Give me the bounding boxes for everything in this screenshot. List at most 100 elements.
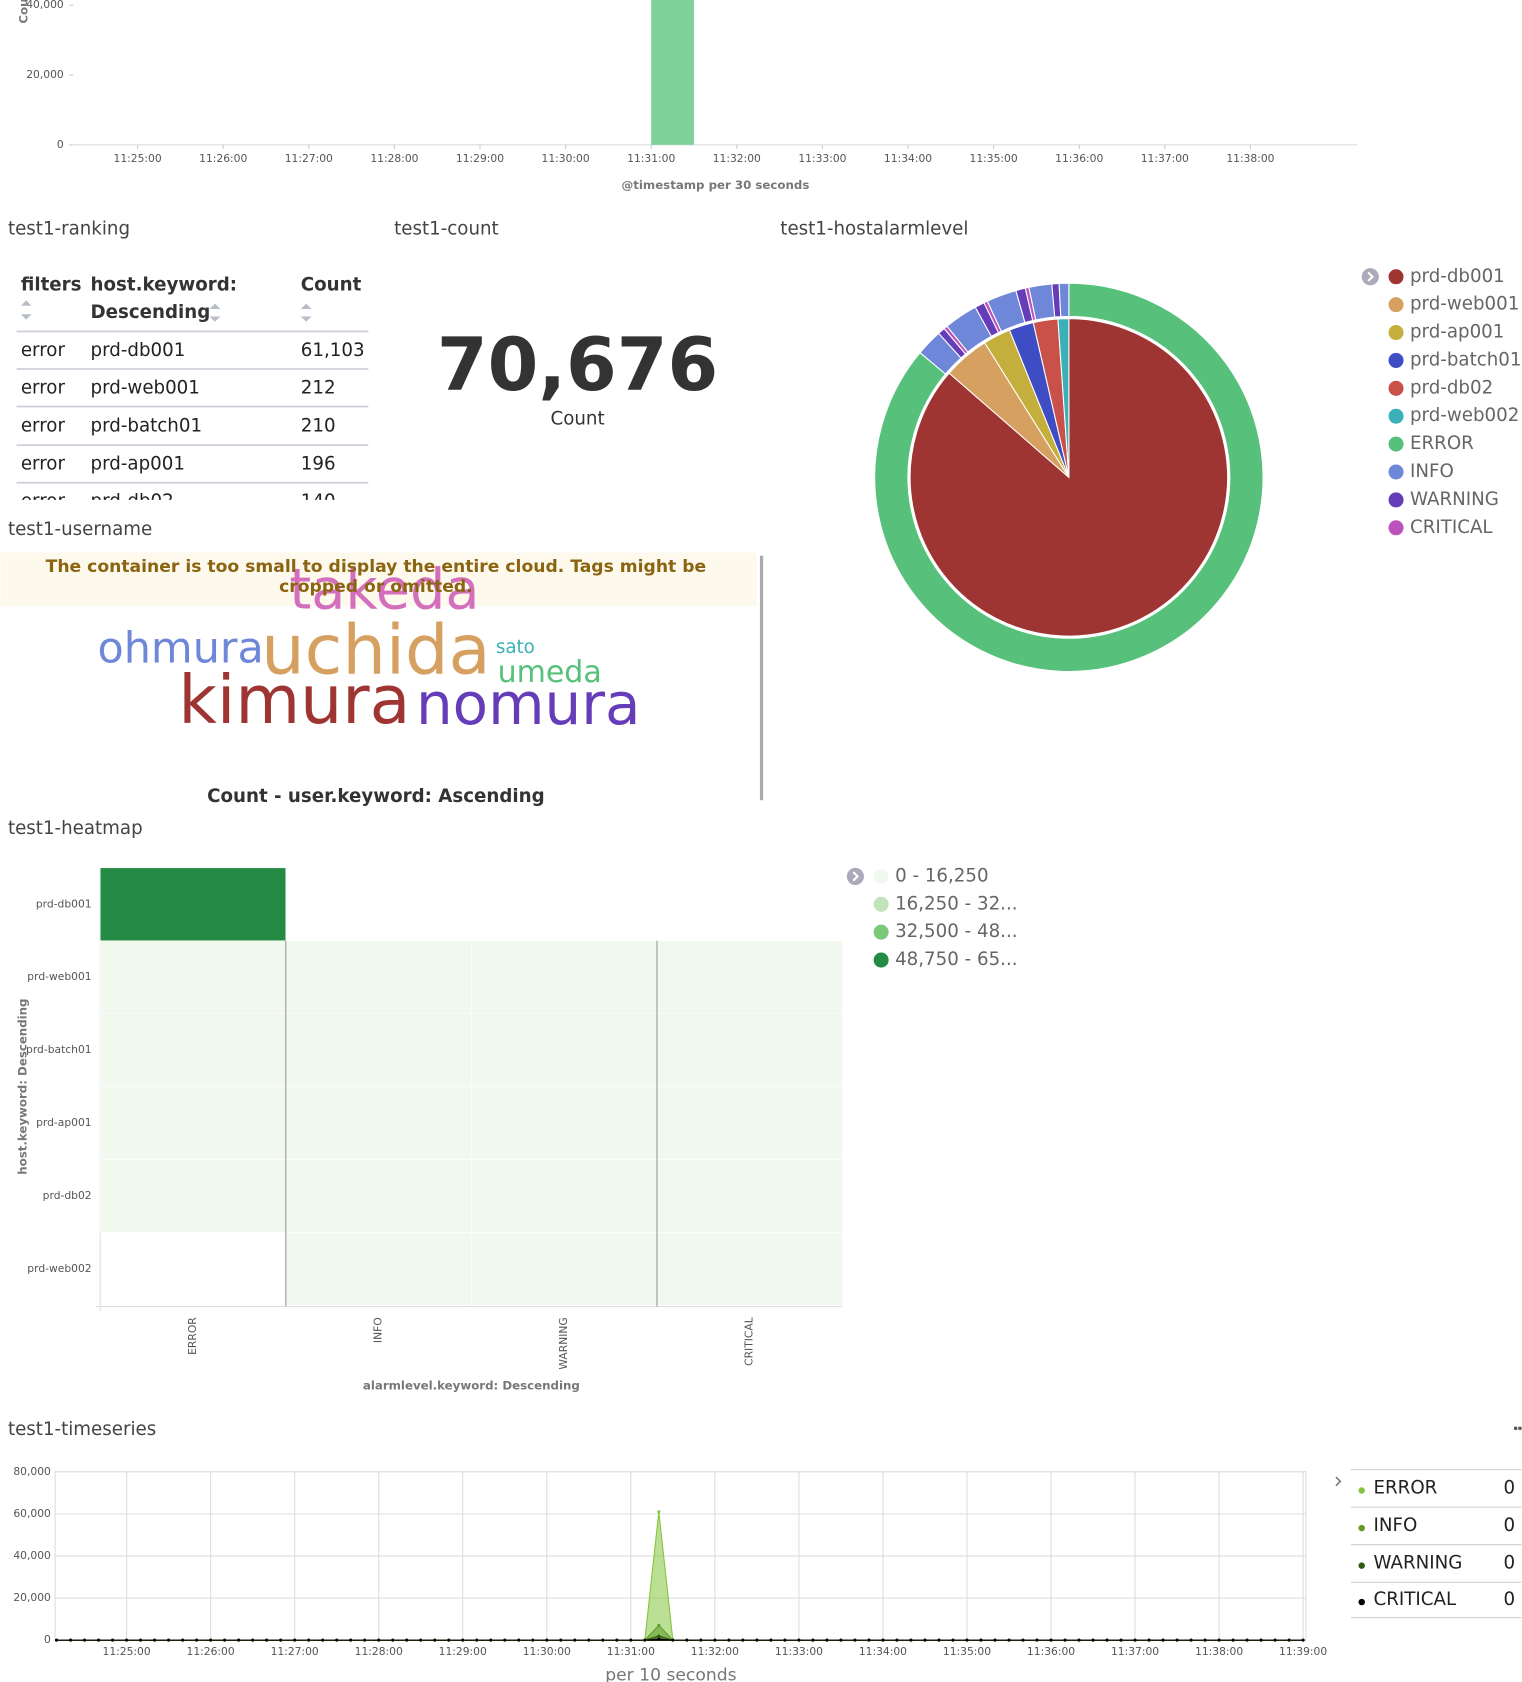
y-tick-label: prd-web001 <box>27 970 91 983</box>
tag-word[interactable]: ohmura <box>98 624 264 674</box>
legend-toggle[interactable] <box>1361 268 1379 286</box>
legend-label[interactable]: prd-web002 <box>1410 405 1519 426</box>
table-header[interactable]: Descending <box>91 302 211 323</box>
legend-label[interactable]: prd-ap001 <box>1410 322 1504 343</box>
x-tick-label: 11:31:00 <box>627 152 675 165</box>
y-tick-label: prd-web002 <box>27 1262 91 1275</box>
table-cell: 196 <box>301 453 336 474</box>
tag-word[interactable]: sato <box>496 637 535 658</box>
legend-label[interactable]: prd-batch01 <box>1410 349 1522 370</box>
sort-icon[interactable] <box>20 300 32 320</box>
menu-dot[interactable] <box>1514 1426 1518 1430</box>
warning-bg <box>0 552 757 607</box>
tag-word[interactable]: umeda <box>498 655 602 690</box>
legend-label[interactable]: prd-db02 <box>1410 377 1493 398</box>
heat-cell <box>99 1159 287 1233</box>
heat-cell <box>471 1232 658 1306</box>
y-tick-label: prd-batch01 <box>26 1043 92 1056</box>
point <box>741 1638 745 1642</box>
point <box>1273 1638 1277 1642</box>
point <box>643 1638 647 1642</box>
legend-label[interactable]: prd-db001 <box>1410 266 1505 287</box>
sort-icon[interactable] <box>209 303 221 322</box>
point <box>587 1638 591 1642</box>
x-tick-label: 11:26:00 <box>199 152 247 165</box>
legend-swatch <box>1388 408 1404 424</box>
table-header[interactable]: filters <box>21 274 82 295</box>
point <box>1119 1638 1123 1642</box>
panel-title: test1-username <box>8 519 152 540</box>
x-tick-label: CRITICAL <box>743 1317 756 1366</box>
legend-label[interactable]: CRITICAL <box>1410 517 1493 538</box>
y-tick-label: 20,000 <box>13 1591 51 1604</box>
point <box>783 1638 787 1642</box>
point <box>811 1638 815 1642</box>
legend-toggle[interactable] <box>846 867 864 885</box>
point <box>657 1637 661 1641</box>
point <box>629 1638 633 1642</box>
x-tick-label: 11:28:00 <box>355 1645 403 1658</box>
tag-word[interactable]: takeda <box>289 557 479 622</box>
table-cell: 210 <box>301 416 336 437</box>
legend-label[interactable]: ERROR <box>1374 1477 1438 1498</box>
point <box>1035 1638 1039 1642</box>
scrollbar[interactable] <box>759 555 764 801</box>
warning-box: The container is too small to display th… <box>46 556 707 597</box>
point <box>881 1638 885 1642</box>
heat-cell <box>471 1159 658 1233</box>
y-tick-label: prd-db001 <box>36 897 92 910</box>
x-tick-label: 11:34:00 <box>884 152 932 165</box>
heat-cell <box>99 867 287 942</box>
heat-cell <box>285 940 472 1014</box>
point <box>937 1638 941 1642</box>
point <box>475 1638 479 1642</box>
y-tick-label: 0 <box>44 1633 51 1646</box>
menu-dot[interactable] <box>1518 1426 1522 1430</box>
tag-word[interactable]: kimura <box>178 661 410 739</box>
point <box>573 1638 577 1642</box>
point <box>377 1638 381 1642</box>
legend-label[interactable]: 0 - 16,250 <box>895 865 989 886</box>
x-tick-label: 11:31:00 <box>607 1645 655 1658</box>
legend-label[interactable]: prd-web001 <box>1410 294 1519 315</box>
legend-label[interactable]: 32,500 - 48... <box>895 921 1017 942</box>
panel-title: test1-timeseries <box>8 1419 156 1440</box>
legend-swatch <box>1388 269 1404 285</box>
point <box>1133 1638 1137 1642</box>
heat-cell <box>656 1159 843 1233</box>
legend-label[interactable]: 48,750 - 65... <box>895 949 1017 970</box>
legend-label[interactable]: WARNING <box>1374 1552 1463 1573</box>
point <box>447 1638 451 1642</box>
legend-label[interactable]: CRITICAL <box>1374 1589 1457 1610</box>
point <box>1189 1638 1193 1642</box>
point <box>1063 1638 1067 1642</box>
point <box>713 1638 717 1642</box>
table-header[interactable]: Count <box>301 274 362 295</box>
legend-toggle[interactable] <box>1335 1476 1342 1487</box>
panel-title: test1-count <box>394 219 499 240</box>
x-tick-label: INFO <box>372 1317 385 1343</box>
point <box>923 1638 927 1642</box>
x-tick-label: 11:25:00 <box>114 152 162 165</box>
table-header[interactable]: host.keyword: <box>91 274 237 295</box>
tag-word[interactable]: nomura <box>416 670 641 738</box>
point <box>405 1638 409 1642</box>
legend-label[interactable]: INFO <box>1374 1515 1418 1536</box>
y-axis-label: host.keyword: Descending <box>15 999 29 1175</box>
legend-label[interactable]: 16,250 - 32... <box>895 893 1017 914</box>
point <box>825 1638 829 1642</box>
legend-label[interactable]: WARNING <box>1410 489 1499 510</box>
point <box>895 1638 899 1642</box>
tag-word[interactable]: uchida <box>261 610 490 690</box>
legend-swatch <box>1358 1598 1365 1606</box>
legend-label[interactable]: INFO <box>1410 461 1454 482</box>
legend-label[interactable]: ERROR <box>1410 433 1474 454</box>
point <box>1231 1638 1235 1642</box>
x-tick-label: 11:36:00 <box>1055 152 1103 165</box>
sort-icon[interactable] <box>300 303 312 322</box>
point <box>265 1638 269 1642</box>
area <box>56 1638 1304 1641</box>
panel-title: test1-heatmap <box>8 818 143 839</box>
